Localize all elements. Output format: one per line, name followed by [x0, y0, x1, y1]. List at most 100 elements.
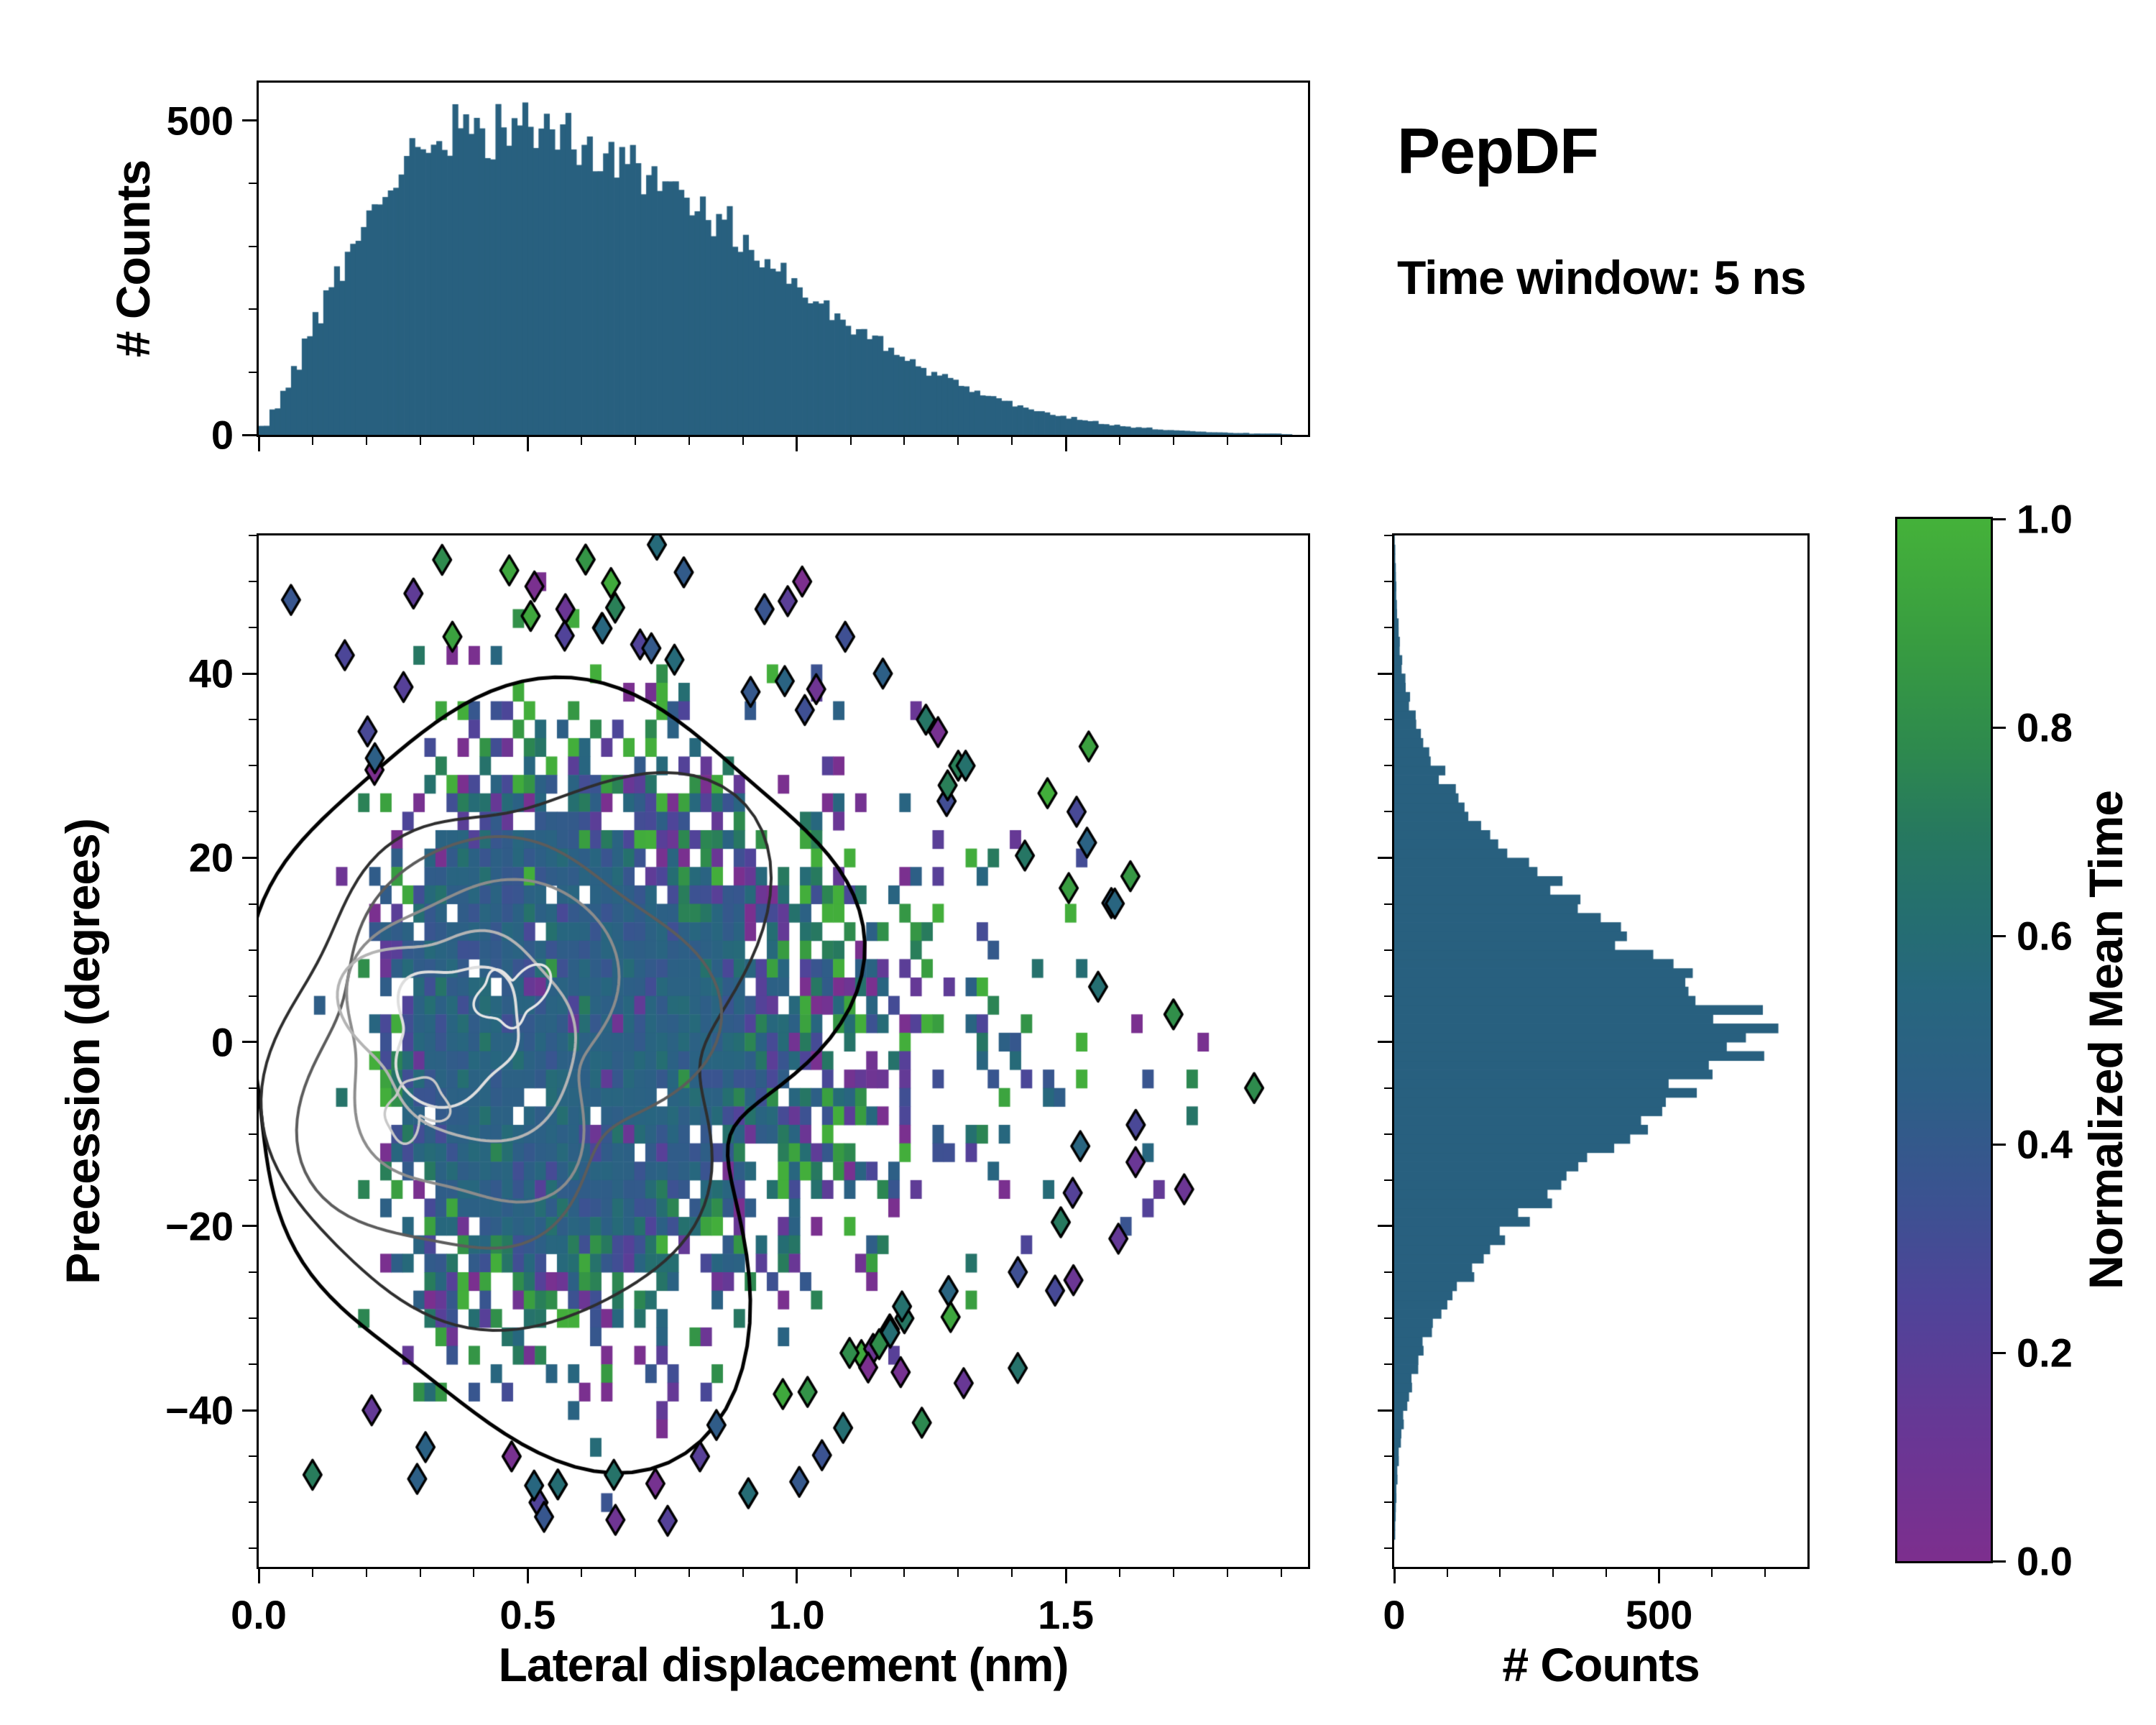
main-x-minor-tick: [365, 1569, 367, 1577]
main-x-minor-tick: [903, 1569, 906, 1577]
top-counts-minor-tick: [249, 371, 257, 373]
right-y-minor-tick: [1384, 1271, 1392, 1273]
right-y-major-tick: [1378, 1041, 1392, 1044]
top-hist-y-axis-label: # Counts: [106, 160, 160, 358]
top-counts-tick-label: 500: [166, 98, 234, 143]
main-x-tick-label: 1.5: [1038, 1592, 1094, 1637]
colorbar-canvas: [1897, 519, 1991, 1561]
colorbar-major-tick: [1993, 518, 2006, 520]
figure-title: PepDF: [1397, 116, 1599, 188]
main-x-tick-label: 1.0: [768, 1592, 825, 1637]
right-y-minor-tick: [1384, 811, 1392, 813]
top-histogram-panel: [257, 80, 1310, 437]
main-y-minor-tick: [249, 719, 257, 721]
colorbar-tick-label: 1.0: [2017, 496, 2073, 542]
main-x-tick-label: 0.5: [499, 1592, 556, 1637]
main-y-minor-tick: [249, 995, 257, 997]
main-y-minor-tick: [249, 1317, 257, 1320]
right-y-minor-tick: [1384, 627, 1392, 629]
main-y-minor-tick: [249, 765, 257, 767]
right-counts-minor-tick: [1499, 1569, 1501, 1577]
top-x-minor-tick: [635, 437, 637, 445]
right-counts-major-tick: [1658, 1569, 1661, 1583]
main-y-tick-label: −40: [165, 1387, 234, 1433]
main-y-major-tick: [242, 1409, 257, 1412]
top-x-minor-tick: [688, 437, 690, 445]
right-y-minor-tick: [1384, 581, 1392, 583]
colorbar-tick-label: 0.0: [2017, 1538, 2073, 1584]
main-y-minor-tick: [249, 1271, 257, 1273]
colorbar-major-tick: [1993, 1351, 2006, 1354]
right-counts-minor-tick: [1764, 1569, 1766, 1577]
top-x-minor-tick: [1118, 437, 1120, 445]
top-x-minor-tick: [1226, 437, 1228, 445]
main-y-minor-tick: [249, 627, 257, 629]
main-y-minor-tick: [249, 811, 257, 813]
top-counts-tick-label: 0: [211, 412, 234, 458]
colorbar-major-tick: [1993, 934, 2006, 937]
right-y-minor-tick: [1384, 1501, 1392, 1504]
top-x-major-tick: [257, 437, 260, 451]
main-x-minor-tick: [419, 1569, 421, 1577]
right-counts-minor-tick: [1605, 1569, 1607, 1577]
main-x-major-tick: [257, 1569, 260, 1583]
main-x-major-tick: [1064, 1569, 1067, 1583]
right-y-minor-tick: [1384, 1363, 1392, 1366]
right-counts-minor-tick: [1552, 1569, 1554, 1577]
top-x-minor-tick: [903, 437, 906, 445]
main-x-tick-label: 0.0: [231, 1592, 287, 1637]
top-x-minor-tick: [311, 437, 313, 445]
top-counts-major-tick: [242, 119, 257, 121]
top-counts-minor-tick: [249, 183, 257, 184]
main-x-minor-tick: [473, 1569, 475, 1577]
main-y-minor-tick: [249, 949, 257, 951]
right-histogram-panel: [1392, 533, 1810, 1569]
top-x-minor-tick: [473, 437, 475, 445]
main-x-axis-label: Lateral displacement (nm): [498, 1638, 1069, 1691]
top-x-minor-tick: [1011, 437, 1013, 445]
top-histogram-canvas: [259, 83, 1308, 435]
colorbar-tick-label: 0.2: [2017, 1330, 2073, 1376]
colorbar-tick-label: 0.8: [2017, 704, 2073, 750]
right-y-minor-tick: [1384, 903, 1392, 905]
joint-heatmap-canvas: [259, 535, 1308, 1567]
main-x-major-tick: [526, 1569, 529, 1583]
main-x-minor-tick: [311, 1569, 313, 1577]
right-y-minor-tick: [1384, 1455, 1392, 1458]
main-x-minor-tick: [1172, 1569, 1174, 1577]
right-hist-x-axis-label: # Counts: [1502, 1638, 1700, 1691]
right-y-minor-tick: [1384, 535, 1392, 536]
main-y-minor-tick: [249, 1501, 257, 1504]
colorbar-tick-label: 0.4: [2017, 1121, 2073, 1167]
colorbar-tick-label: 0.6: [2017, 913, 2073, 959]
main-y-minor-tick: [249, 1363, 257, 1366]
top-x-minor-tick: [1280, 437, 1282, 445]
colorbar-major-tick: [1993, 1560, 2006, 1563]
main-y-major-tick: [242, 672, 257, 675]
main-y-tick-label: 40: [188, 650, 234, 696]
main-y-minor-tick: [249, 1087, 257, 1089]
right-y-minor-tick: [1384, 1087, 1392, 1089]
main-x-major-tick: [796, 1569, 798, 1583]
top-x-major-tick: [1064, 437, 1067, 451]
main-y-minor-tick: [249, 1547, 257, 1550]
main-x-minor-tick: [1226, 1569, 1228, 1577]
top-x-major-tick: [526, 437, 529, 451]
main-y-minor-tick: [249, 535, 257, 536]
main-x-minor-tick: [581, 1569, 583, 1577]
main-y-minor-tick: [249, 1133, 257, 1135]
main-y-tick-label: 0: [211, 1019, 234, 1065]
main-y-major-tick: [242, 1225, 257, 1228]
top-x-minor-tick: [581, 437, 583, 445]
colorbar-label: Normalized Mean Time: [2079, 791, 2132, 1289]
right-y-major-tick: [1378, 1409, 1392, 1412]
top-x-minor-tick: [849, 437, 852, 445]
right-y-major-tick: [1378, 1225, 1392, 1228]
main-x-minor-tick: [1011, 1569, 1013, 1577]
colorbar-major-tick: [1993, 1143, 2006, 1146]
figure-subtitle: Time window: 5 ns: [1397, 251, 1807, 304]
main-y-major-tick: [242, 1041, 257, 1044]
top-x-minor-tick: [365, 437, 367, 445]
right-y-minor-tick: [1384, 719, 1392, 721]
main-y-tick-label: 20: [188, 834, 234, 880]
